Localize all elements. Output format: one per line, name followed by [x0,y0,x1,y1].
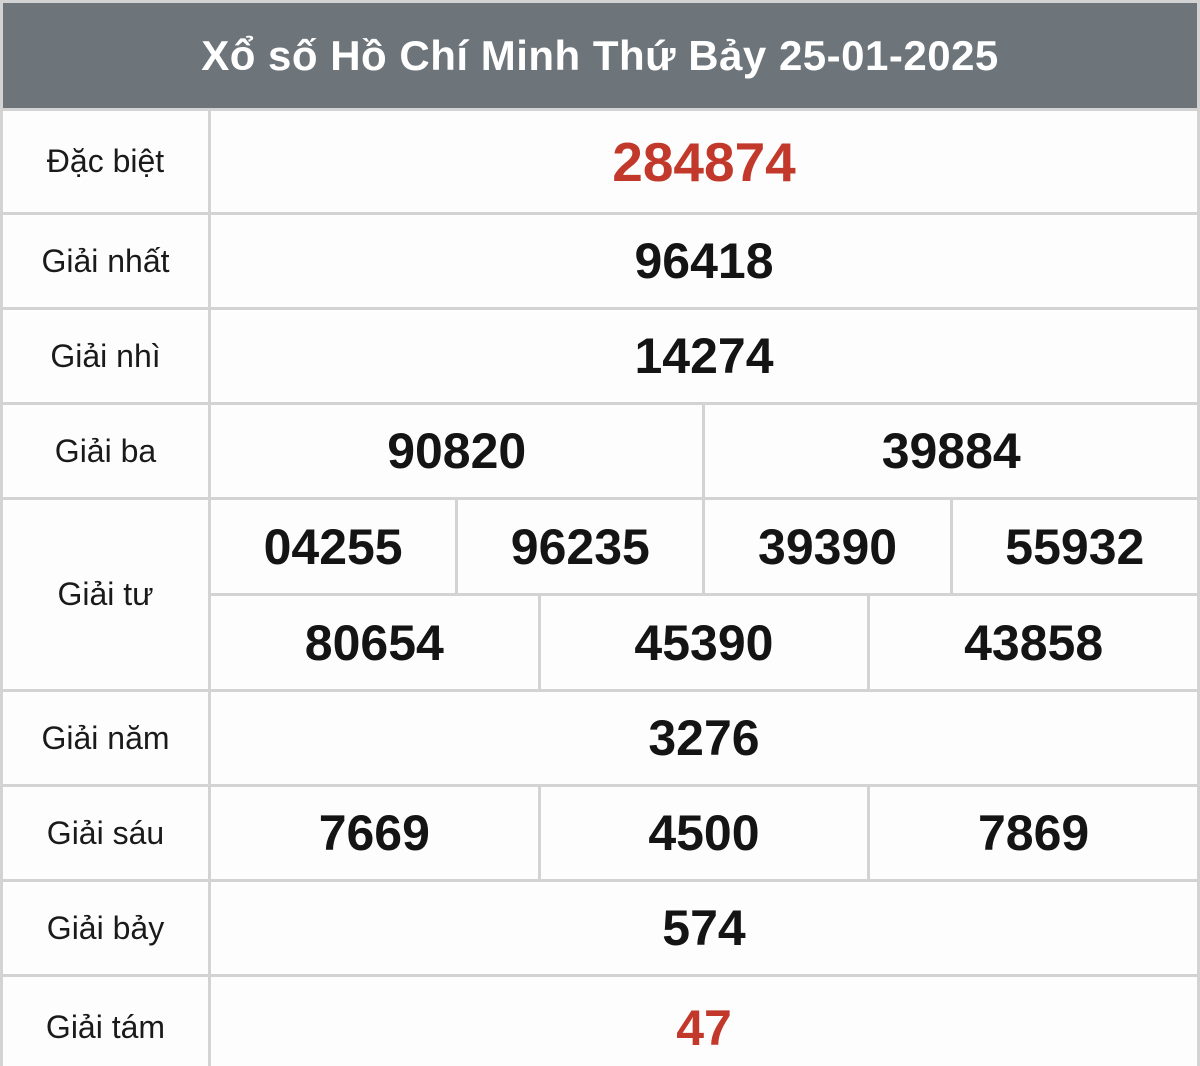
prize-label-giai-nhat: Giải nhất [3,215,208,307]
table-row: Giải nhì 14274 [3,310,1197,402]
page-title: Xổ số Hồ Chí Minh Thứ Bảy 25-01-2025 [3,3,1197,108]
prize-value-giai-sau-3: 7869 [870,787,1197,879]
header-row: Xổ số Hồ Chí Minh Thứ Bảy 25-01-2025 [3,3,1197,108]
prize-value-giai-tu-7: 43858 [870,596,1197,689]
prize-value-giai-nam: 3276 [211,692,1197,784]
table-row: Giải sáu 7669 4500 7869 [3,787,1197,879]
prize-value-giai-tu-3: 39390 [705,500,950,593]
prize-label-giai-ba: Giải ba [3,405,208,497]
prize-label-giai-tam: Giải tám [3,977,208,1066]
prize-value-giai-nhat: 96418 [211,215,1197,307]
prize-label-giai-nam: Giải năm [3,692,208,784]
table-row: 80654 45390 43858 [3,596,1197,689]
prize-value-giai-bay: 574 [211,882,1197,974]
table-row: Giải tám 47 [3,977,1197,1066]
prize-value-giai-ba-1: 90820 [211,405,703,497]
prize-value-giai-tu-1: 04255 [211,500,456,593]
prize-value-giai-tu-2: 96235 [458,500,703,593]
prize-value-giai-tam: 47 [211,977,1197,1066]
prize-value-giai-tu-6: 45390 [540,596,868,689]
prize-value-giai-sau-1: 7669 [211,787,538,879]
table-row: Giải ba 90820 39884 [3,405,1197,497]
prize-label-dac-biet: Đặc biệt [3,111,208,212]
prize-value-giai-sau-2: 4500 [540,787,868,879]
prize-value-giai-tu-5: 80654 [211,596,538,689]
prize-value-giai-nhi: 14274 [211,310,1197,402]
prize-label-giai-nhi: Giải nhì [3,310,208,402]
prize-label-giai-bay: Giải bảy [3,882,208,974]
table-row: Đặc biệt 284874 [3,111,1197,212]
table-row: Giải bảy 574 [3,882,1197,974]
prize-value-dac-biet: 284874 [211,111,1197,212]
table-row: Giải nhất 96418 [3,215,1197,307]
table-row: Giải tư 04255 96235 39390 55932 [3,500,1197,689]
prize-value-giai-ba-2: 39884 [705,405,1197,497]
table-row: Giải năm 3276 [3,692,1197,784]
prize-value-giai-tu-4: 55932 [952,500,1197,593]
prize-label-giai-sau: Giải sáu [3,787,208,879]
prize-label-giai-tu: Giải tư [3,500,208,689]
